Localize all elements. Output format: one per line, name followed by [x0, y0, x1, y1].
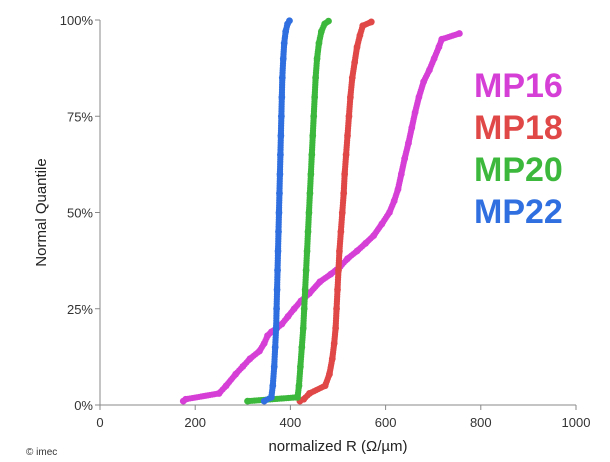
y-tick-label: 50% — [67, 206, 93, 221]
series-mp22 — [260, 17, 293, 405]
x-tick-label: 400 — [280, 415, 302, 430]
y-tick-label: 0% — [74, 398, 93, 413]
data-point-mp22 — [286, 17, 293, 25]
data-point-mp18 — [367, 18, 375, 26]
x-tick-label: 800 — [470, 415, 492, 430]
x-axis-title: normalized R (Ω/µm) — [268, 438, 407, 455]
series-mp20 — [244, 17, 332, 405]
legend-label-mp18: MP18 — [474, 109, 563, 147]
tick-labels: 0 200 400 600 800 1000 0% 25% 50% 75% 100% — [60, 13, 591, 430]
data-point-mp16 — [455, 30, 463, 37]
x-tick-label: 200 — [184, 415, 206, 430]
axes — [95, 19, 577, 410]
plot-series — [179, 17, 463, 405]
legend: MP16 MP18 MP20 MP22 — [474, 67, 563, 231]
legend-label-mp22: MP22 — [474, 193, 563, 231]
y-tick-label: 25% — [67, 302, 93, 317]
x-tick-label: 0 — [96, 415, 103, 430]
x-tick-label: 1000 — [562, 415, 591, 430]
data-point-mp20 — [325, 17, 332, 25]
y-axis-title: Normal Quantile — [33, 158, 50, 266]
x-tick-label: 600 — [375, 415, 397, 430]
series-mp16 — [179, 30, 463, 405]
legend-label-mp20: MP20 — [474, 151, 563, 189]
copyright-text: © imec — [26, 447, 57, 458]
y-tick-label: 100% — [60, 13, 94, 28]
series-mp18 — [296, 18, 375, 405]
y-tick-label: 75% — [67, 109, 93, 124]
legend-label-mp16: MP16 — [474, 67, 563, 105]
